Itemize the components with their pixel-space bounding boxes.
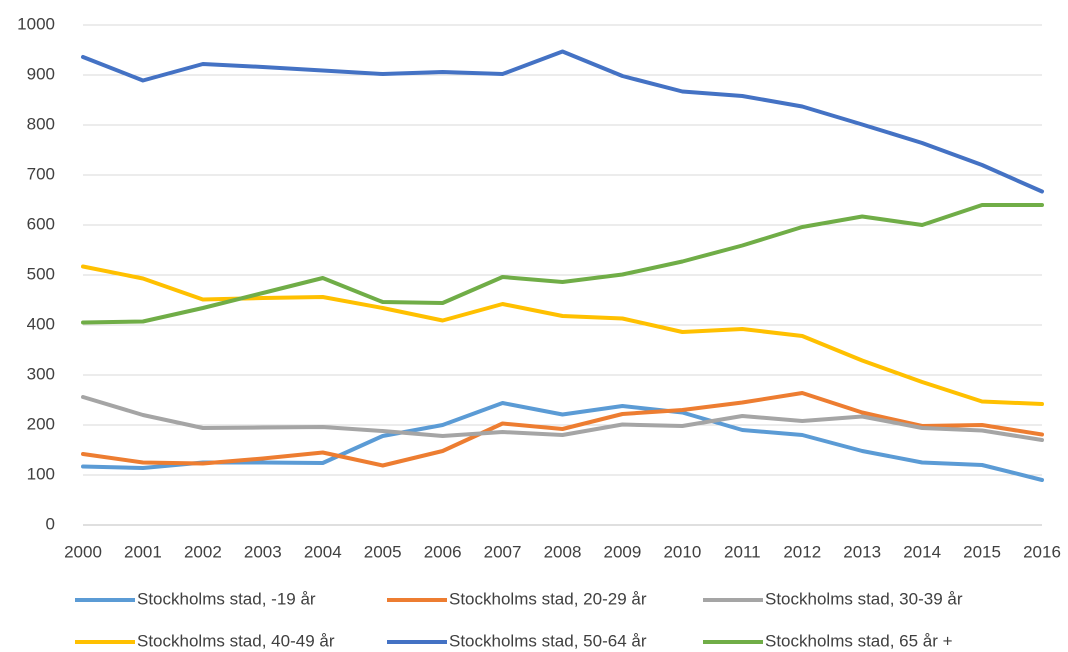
legend-label: Stockholms stad, 20-29 år (449, 589, 647, 608)
x-tick-label: 2012 (783, 542, 821, 561)
series-line (81, 264, 1044, 406)
y-tick-label: 400 (27, 314, 55, 333)
x-tick-label: 2009 (604, 542, 642, 561)
y-tick-label: 500 (27, 264, 55, 283)
x-tick-label: 2014 (903, 542, 941, 561)
series-line (81, 401, 1044, 482)
x-tick-label: 2002 (184, 542, 222, 561)
x-tick-label: 2003 (244, 542, 282, 561)
y-tick-label: 900 (27, 64, 55, 83)
legend-label: Stockholms stad, 40-49 år (137, 631, 335, 650)
x-tick-label: 2015 (963, 542, 1001, 561)
x-tick-label: 2006 (424, 542, 462, 561)
y-tick-label: 1000 (17, 14, 55, 33)
x-tick-label: 2010 (663, 542, 701, 561)
y-tick-label: 300 (27, 364, 55, 383)
series-line (81, 395, 1044, 442)
x-tick-label: 2007 (484, 542, 522, 561)
legend-label: Stockholms stad, 65 år + (765, 631, 953, 650)
y-tick-label: 100 (27, 464, 55, 483)
x-tick-label: 2008 (544, 542, 582, 561)
legend-label: Stockholms stad, 30-39 år (765, 589, 963, 608)
series-line (81, 49, 1044, 194)
x-tick-label: 2004 (304, 542, 342, 561)
x-tick-label: 2013 (843, 542, 881, 561)
series-line (81, 203, 1044, 325)
legend-label: Stockholms stad, -19 år (137, 589, 316, 608)
x-tick-label: 2005 (364, 542, 402, 561)
y-tick-label: 0 (46, 514, 55, 533)
series-line (81, 391, 1044, 468)
y-tick-label: 600 (27, 214, 55, 233)
x-tick-label: 2000 (64, 542, 102, 561)
y-tick-label: 700 (27, 164, 55, 183)
y-tick-label: 800 (27, 114, 55, 133)
x-tick-label: 2001 (124, 542, 162, 561)
y-tick-label: 200 (27, 414, 55, 433)
x-tick-label: 2011 (724, 542, 761, 561)
x-tick-label: 2016 (1023, 542, 1061, 561)
legend-label: Stockholms stad, 50-64 år (449, 631, 647, 650)
